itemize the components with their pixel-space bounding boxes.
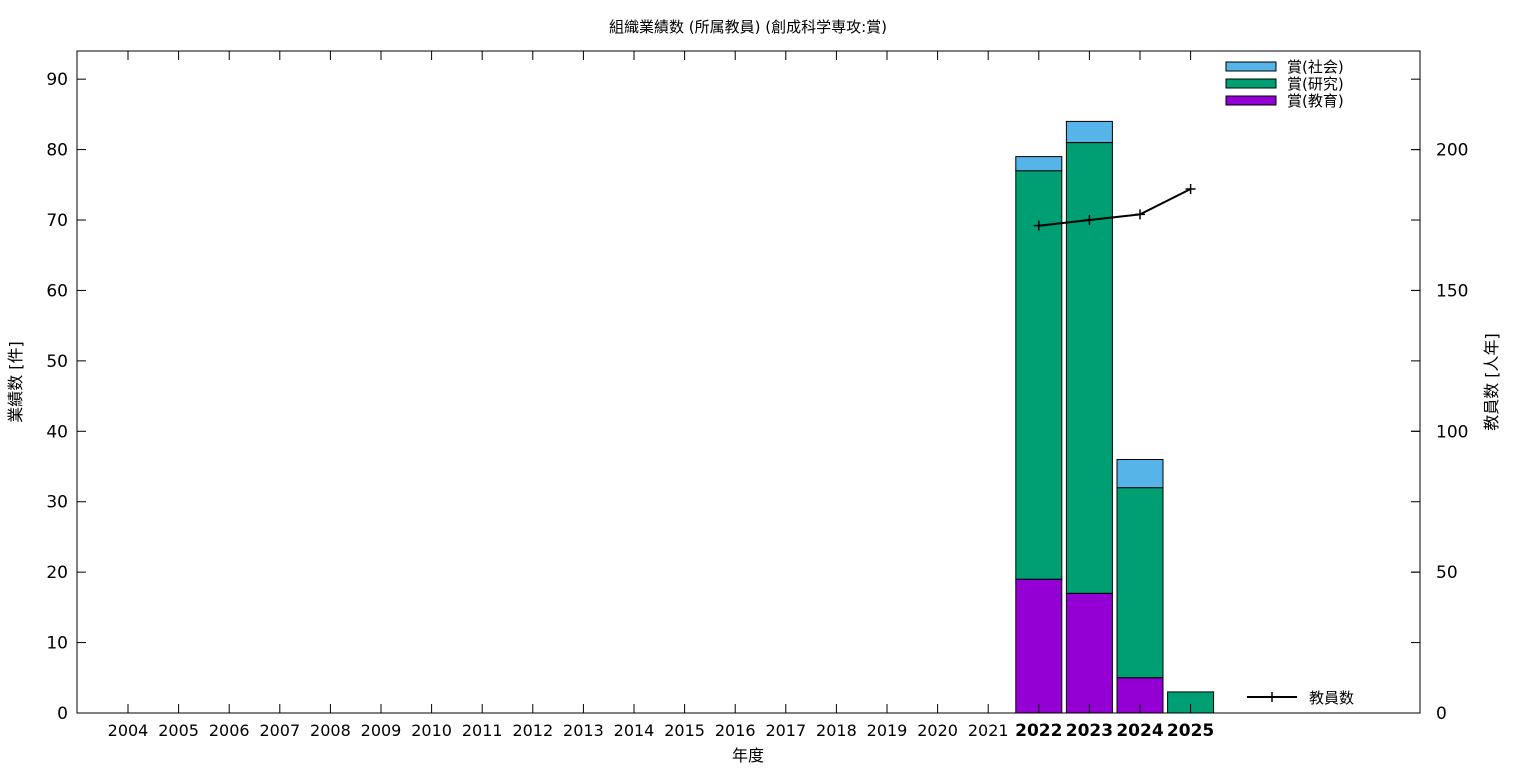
y-axis-right: 0 50 100 150 200	[1411, 141, 1468, 724]
y2-tick-label-0: 0	[1436, 704, 1447, 724]
legend-label-0: 賞(教育)	[1287, 92, 1344, 110]
bar-2022-series-0	[1015, 578, 1063, 714]
x-tick-label-2017: 2017	[765, 721, 806, 740]
x-tick-label-2022: 2022	[1015, 721, 1062, 741]
bar-2023-series-2	[1065, 120, 1113, 144]
x-axis: 2004 2005 2006 2007 2008 2009 2010 2011 2012 2013…	[108, 51, 1214, 741]
y-axis-label: 業績数 [件]	[6, 341, 25, 423]
bar-2023-series-0	[1065, 592, 1113, 714]
x-tick-label-2009: 2009	[361, 721, 402, 740]
y-tick-label-20: 20	[46, 563, 68, 583]
y-tick-label-40: 40	[46, 422, 68, 442]
legend-swatch-2	[1225, 61, 1277, 72]
x-tick-label-2004: 2004	[108, 721, 149, 740]
x-tick-label-2025: 2025	[1167, 721, 1214, 741]
x-tick-label-2006: 2006	[209, 721, 250, 740]
x-tick-label-2024: 2024	[1116, 721, 1163, 741]
x-tick-label-2005: 2005	[158, 721, 199, 740]
y-tick-label-50: 50	[46, 352, 68, 372]
legend-label-1: 賞(研究)	[1287, 75, 1344, 93]
legend-line-label: 教員数	[1309, 689, 1354, 707]
bar-2024-series-1	[1116, 487, 1164, 679]
y2-tick-label-50: 50	[1436, 563, 1458, 583]
bar-2022-series-1	[1015, 170, 1063, 580]
bar-2023-series-1	[1065, 142, 1113, 594]
x-tick-label-2012: 2012	[512, 721, 553, 740]
bar-2022-series-2	[1015, 156, 1063, 172]
y-tick-label-80: 80	[46, 141, 68, 161]
x-tick-label-2008: 2008	[310, 721, 351, 740]
y-tick-label-60: 60	[46, 281, 68, 301]
staff-point-2025	[1185, 184, 1196, 195]
staff-point-2024	[1135, 209, 1145, 220]
x-tick-label-2015: 2015	[664, 721, 705, 740]
x-tick-label-2021: 2021	[968, 721, 1009, 740]
x-tick-label-2014: 2014	[614, 721, 655, 740]
legend-swatch-0	[1225, 95, 1277, 106]
staff-point-2022	[1033, 220, 1044, 231]
x-axis-label: 年度	[732, 746, 764, 765]
x-tick-label-2016: 2016	[715, 721, 756, 740]
x-tick-label-2018: 2018	[816, 721, 857, 740]
staff-line	[1038, 188, 1192, 227]
x-tick-label-2011: 2011	[462, 721, 503, 740]
staff-point-2023	[1084, 215, 1095, 226]
y2-tick-label-100: 100	[1436, 422, 1468, 442]
y2-axis-label: 教員数 [人年]	[1482, 333, 1501, 431]
legend-staff: 教員数	[1247, 689, 1354, 707]
y2-tick-label-200: 200	[1436, 141, 1468, 161]
plot-area	[76, 50, 1421, 714]
bar-layer	[1015, 120, 1215, 714]
staff-line-layer	[1033, 184, 1196, 231]
x-tick-label-2019: 2019	[867, 721, 908, 740]
y-tick-label-90: 90	[46, 70, 68, 90]
x-tick-label-2013: 2013	[563, 721, 604, 740]
x-tick-label-2007: 2007	[259, 721, 300, 740]
plot-frame	[76, 50, 1421, 714]
legend: 賞(社会)賞(研究)賞(教育)	[1225, 58, 1344, 110]
y-tick-label-30: 30	[46, 493, 68, 513]
y-tick-label-70: 70	[46, 211, 68, 231]
y-tick-label-10: 10	[46, 634, 68, 654]
legend-swatch-1	[1225, 78, 1277, 89]
y2-tick-label-150: 150	[1436, 281, 1468, 301]
chart-title: 組織業績数 (所属教員) (創成科学専攻:賞)	[609, 18, 887, 36]
x-tick-label-2010: 2010	[411, 721, 452, 740]
bar-2024-series-2	[1116, 459, 1164, 489]
x-tick-label-2023: 2023	[1066, 721, 1113, 741]
y-tick-label-0: 0	[57, 704, 68, 724]
legend-line-marker	[1267, 692, 1277, 702]
legend-label-2: 賞(社会)	[1287, 58, 1344, 76]
y-axis-left: 0 10 20 30 40 50 60 70 80 90	[46, 70, 1420, 724]
x-tick-label-2020: 2020	[917, 721, 958, 740]
